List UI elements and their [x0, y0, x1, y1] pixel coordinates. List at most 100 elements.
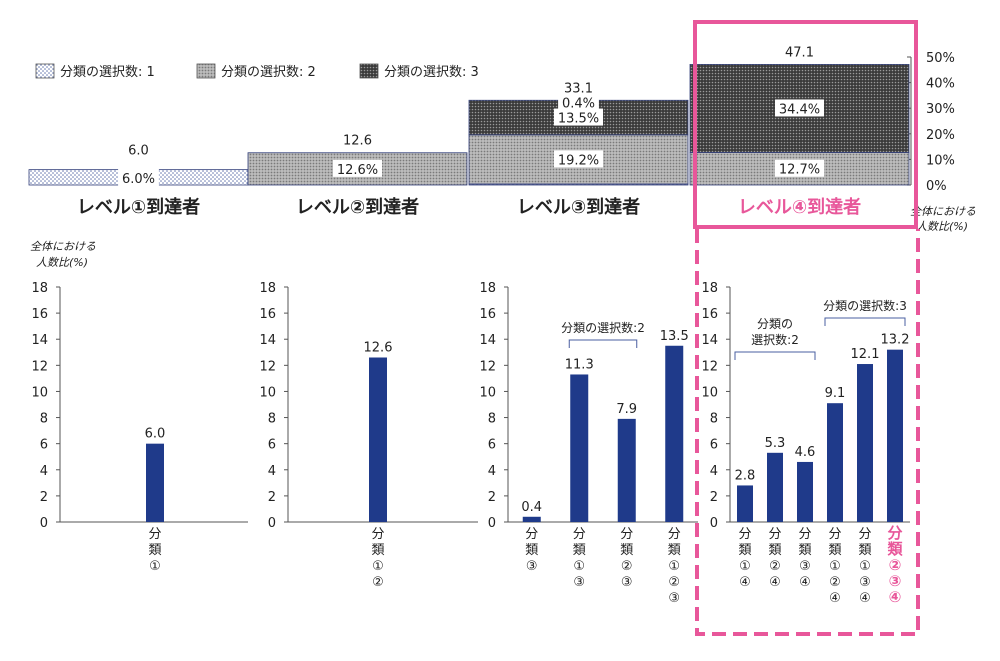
bracket — [734, 351, 816, 360]
segment-label: 12.6% — [337, 163, 378, 178]
category-label-char: ② — [372, 575, 384, 590]
category-label-char: ② — [621, 559, 633, 574]
y-tick-label: 4 — [268, 464, 276, 479]
top-y-tick-label: 0% — [926, 179, 947, 194]
y-tick-label: 16 — [259, 307, 276, 322]
bar — [767, 452, 783, 522]
bar — [570, 374, 589, 522]
top-y-tick-label: 10% — [926, 153, 955, 168]
category-label-char: 分 — [573, 527, 586, 542]
y-tick-label: 8 — [268, 412, 276, 427]
y-tick-label: 14 — [479, 333, 496, 348]
category-label-char: ② — [889, 556, 902, 574]
y-tick-label: 14 — [259, 333, 276, 348]
level-total-label: 6.0 — [128, 144, 149, 159]
y-tick-label: 8 — [488, 412, 496, 427]
segment-label: 12.7% — [779, 163, 820, 178]
y-tick-label: 12 — [31, 359, 48, 374]
segment-label-box — [775, 159, 824, 177]
y-tick-label: 8 — [40, 412, 48, 427]
top-y-axis-title-line1: 全体における — [910, 205, 976, 218]
category-label-char: 類 — [798, 543, 811, 558]
y-tick-label: 14 — [31, 333, 48, 348]
bracket — [824, 317, 906, 326]
bar — [617, 418, 636, 522]
bracket-label: 分類の — [757, 317, 793, 331]
y-tick-label: 10 — [259, 385, 276, 400]
category-label-char: ③ — [526, 559, 538, 574]
top-y-tick-label: 40% — [926, 77, 955, 92]
bar — [737, 485, 753, 522]
y-tick-label: 2 — [40, 490, 48, 505]
bar-value-label: 4.6 — [795, 445, 816, 460]
bar-value-label: 6.0 — [145, 427, 166, 442]
category-label-char: ② — [668, 575, 680, 590]
category-label-char: ④ — [739, 575, 751, 590]
legend-swatch-s2 — [196, 63, 216, 79]
bottom-y-axis-title-line1: 全体における — [30, 240, 96, 253]
category-label-char: 分 — [148, 527, 161, 542]
category-label-char: 分 — [525, 527, 538, 542]
bar-value-label: 5.3 — [765, 436, 786, 451]
y-tick-label: 10 — [479, 385, 496, 400]
bracket-label: 分類の選択数:2 — [561, 320, 645, 335]
level-total-label: 47.1 — [785, 45, 814, 60]
y-tick-label: 2 — [268, 490, 276, 505]
category-label-char: 分 — [768, 527, 781, 542]
category-label-char: 類 — [886, 540, 903, 558]
bar-panel-3: 0246810121416180.4分類③11.3分類①③7.9分類②③13.5… — [479, 281, 698, 606]
category-label-char: 分 — [738, 527, 751, 542]
category-label-char: ② — [769, 559, 781, 574]
bar-value-label: 12.6 — [364, 341, 393, 356]
segment-label-box — [775, 99, 824, 117]
level4-highlight — [693, 20, 920, 636]
category-label-char: 類 — [828, 543, 841, 558]
y-tick-label: 0 — [710, 516, 718, 531]
y-tick-label: 10 — [31, 385, 48, 400]
category-label-char: ③ — [573, 575, 585, 590]
y-tick-label: 12 — [701, 359, 718, 374]
legend-label-s1: 分類の選択数: 1 — [60, 65, 155, 80]
category-label-char: 類 — [738, 543, 751, 558]
level-name-label: レベル④到達者 — [738, 197, 861, 218]
y-tick-label: 6 — [268, 438, 276, 453]
bar-value-label: 0.4 — [521, 500, 542, 515]
category-label-char: ③ — [799, 559, 811, 574]
category-label-char: ③ — [668, 591, 680, 606]
y-tick-label: 6 — [40, 438, 48, 453]
segment-label-box — [554, 150, 603, 168]
y-tick-label: 4 — [40, 464, 48, 479]
y-tick-label: 18 — [701, 281, 718, 296]
segment-label-box — [558, 93, 599, 111]
category-label-char: ② — [829, 575, 841, 590]
bar-panel-4: 0246810121416182.8分類①④5.3分類②④4.6分類③④9.1分… — [701, 281, 910, 606]
category-label-char: ④ — [769, 575, 781, 590]
category-label-char: ④ — [859, 591, 871, 606]
y-tick-label: 2 — [488, 490, 496, 505]
bar — [887, 349, 903, 522]
legend-label-s2: 分類の選択数: 2 — [221, 65, 316, 80]
y-tick-label: 2 — [710, 490, 718, 505]
bar-panel-1: 0 2 4 6 8 10 12 14 16 18 6.0 分類① — [31, 281, 248, 574]
bar-panels: 0246810121416186.0分類①02468101214161812.6… — [31, 281, 910, 606]
y-tick-label: 12 — [259, 359, 276, 374]
y-tick-label: 14 — [701, 333, 718, 348]
bar — [665, 345, 684, 522]
segment-label: 19.2% — [558, 153, 599, 168]
y-tick-label: 4 — [488, 464, 496, 479]
category-label-char: 分 — [858, 527, 871, 542]
y-tick-label: 4 — [710, 464, 718, 479]
y-tick-label: 8 — [710, 412, 718, 427]
category-label-char: ④ — [799, 575, 811, 590]
y-tick-label: 16 — [701, 307, 718, 322]
category-label-char: 分 — [798, 527, 811, 542]
bar — [797, 461, 813, 522]
category-label-char: 類 — [768, 543, 781, 558]
segment-label-box — [333, 159, 382, 177]
category-label-char: 類 — [858, 543, 871, 558]
segment-label: 13.5% — [558, 112, 599, 127]
legend-label-s3: 分類の選択数: 3 — [384, 65, 479, 80]
category-label-char: 分 — [620, 527, 633, 542]
y-tick-label: 12 — [479, 359, 496, 374]
bar-value-label: 12.1 — [851, 347, 880, 362]
